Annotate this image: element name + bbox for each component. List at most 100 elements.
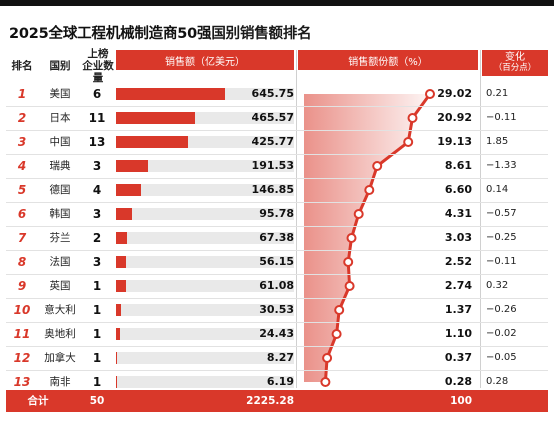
company-count: 13 [88,135,106,149]
table-row: 5 德国 4 146.85 6.60 0.14 [0,178,554,202]
share-value: 6.60 [444,183,472,196]
row-divider [6,202,548,203]
sales-value: 465.57 [251,111,294,124]
rank-label: 4 [17,159,27,173]
country-label: 南非 [49,376,71,388]
header-change: 变化 （百分点） [482,50,548,76]
share-point [322,353,333,363]
header-count-line1: 上榜 [87,48,109,60]
table-row: 9 英国 1 61.08 2.74 0.32 [0,274,554,298]
share-point [372,161,383,171]
sales-bar-track [116,328,294,340]
country-label: 美国 [49,88,71,100]
table-row: 8 法国 3 56.15 2.52 −0.11 [0,250,554,274]
sales-bar-track [116,304,294,316]
sales-bar [116,88,225,100]
sales-value: 191.53 [251,159,294,172]
country-label: 德国 [49,184,71,196]
header-share: 销售额份额（%） [298,50,478,70]
rank-label: 8 [17,255,27,269]
share-point [320,377,331,387]
header-rank: 排名 [11,60,33,72]
sales-bar-track [116,136,294,148]
total-sales: 2225.28 [246,395,294,407]
sales-value: 30.53 [259,303,294,316]
change-value: 1.85 [486,136,509,147]
share-point [364,185,375,195]
sales-value: 6.19 [266,375,294,388]
country-label: 法国 [49,256,71,268]
rank-label: 9 [17,279,27,293]
total-share: 100 [450,395,472,407]
company-count: 1 [92,375,102,389]
country-label: 芬兰 [49,232,71,244]
country-label: 瑞典 [49,160,71,172]
rank-label: 6 [17,207,27,221]
rank-label: 2 [17,111,27,125]
sales-value: 8.27 [266,351,294,364]
sales-bar [116,376,117,388]
share-point [403,137,414,147]
rank-label: 10 [13,303,31,317]
sales-bar-track [116,376,294,388]
sales-value: 67.38 [259,231,294,244]
total-row: 合计 50 2225.28 100 [6,390,548,412]
company-count: 1 [92,303,102,317]
share-value: 19.13 [437,135,472,148]
company-count: 1 [92,279,102,293]
change-value: −0.11 [486,256,517,267]
sales-bar-track [116,88,294,100]
change-value: 0.28 [486,376,509,387]
row-divider [6,370,548,371]
sales-bar-track [116,280,294,292]
rank-label: 13 [13,375,31,389]
change-value: −0.57 [486,208,517,219]
change-value: −0.25 [486,232,517,243]
table-row: 1 美国 6 645.75 29.02 0.21 [0,82,554,106]
country-label: 奥地利 [44,328,76,340]
page-title: 2025全球工程机械制造商50强国别销售额排名 [9,22,312,43]
table-row: 4 瑞典 3 191.53 8.61 −1.33 [0,154,554,178]
header-change-line2: （百分点） [493,63,537,73]
country-label: 韩国 [49,208,71,220]
sales-bar [116,328,121,340]
header-count: 上榜 企业数量 [80,48,116,84]
sales-bar-track [116,184,294,196]
sales-bar-track [116,256,294,268]
share-point [331,329,342,339]
table-row: 6 韩国 3 95.78 4.31 −0.57 [0,202,554,226]
change-value: 0.14 [486,184,509,195]
sales-bar [116,256,126,268]
share-value: 0.28 [444,375,472,388]
sales-bar-track [116,112,294,124]
table-row: 11 奥地利 1 24.43 1.10 −0.02 [0,322,554,346]
sales-value: 146.85 [251,183,294,196]
row-divider [6,226,548,227]
divider-sales [296,50,297,388]
company-count: 3 [92,255,102,269]
share-line-chart [304,89,435,387]
header-change-line1: 变化 [505,52,525,63]
share-point [346,233,357,243]
table-row: 3 中国 13 425.77 19.13 1.85 [0,130,554,154]
sales-bar [116,280,127,292]
rank-label: 12 [13,351,31,365]
company-count: 1 [92,327,102,341]
sales-bar [116,160,149,172]
share-point [425,89,435,99]
title-part2: 国别销售额排名 [211,26,312,42]
share-value: 2.52 [444,255,472,268]
sales-bar [116,184,141,196]
title-part1: 2025全球工程机械制造商50强 [9,26,212,42]
change-value: −1.33 [486,160,517,171]
row-divider [6,298,548,299]
change-value: −0.02 [486,328,517,339]
change-value: −0.05 [486,352,517,363]
sales-bar-track [116,160,294,172]
change-value: 0.21 [486,88,509,99]
total-label: 合计 [27,395,49,407]
row-divider [6,106,548,107]
row-divider [6,130,548,131]
sales-value: 95.78 [259,207,294,220]
sales-bar-track [116,208,294,220]
